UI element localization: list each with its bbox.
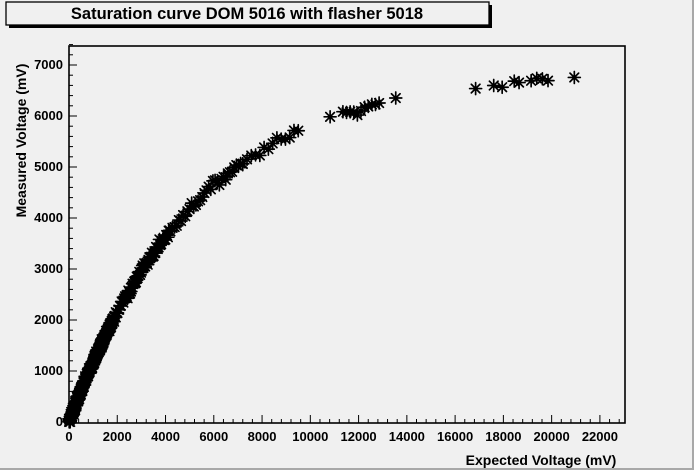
svg-text:Measured Voltage (mV): Measured Voltage (mV) (13, 64, 29, 218)
svg-text:3000: 3000 (34, 261, 63, 276)
svg-text:16000: 16000 (437, 429, 473, 444)
svg-text:18000: 18000 (485, 429, 521, 444)
svg-text:Expected Voltage (mV): Expected Voltage (mV) (466, 452, 617, 468)
svg-text:6000: 6000 (199, 429, 228, 444)
svg-text:4000: 4000 (34, 210, 63, 225)
svg-text:4000: 4000 (151, 429, 180, 444)
svg-text:2000: 2000 (103, 429, 132, 444)
svg-text:14000: 14000 (389, 429, 425, 444)
svg-text:7000: 7000 (34, 57, 63, 72)
svg-text:2000: 2000 (34, 312, 63, 327)
svg-text:12000: 12000 (341, 429, 377, 444)
svg-text:5000: 5000 (34, 159, 63, 174)
svg-text:0: 0 (65, 429, 72, 444)
svg-text:20000: 20000 (534, 429, 570, 444)
svg-text:22000: 22000 (582, 429, 618, 444)
svg-text:6000: 6000 (34, 108, 63, 123)
svg-text:10000: 10000 (292, 429, 328, 444)
svg-text:Saturation curve DOM 5016 with: Saturation curve DOM 5016 with flasher 5… (71, 5, 423, 23)
svg-text:8000: 8000 (248, 429, 277, 444)
svg-text:1000: 1000 (34, 363, 63, 378)
svg-text:0: 0 (56, 414, 63, 429)
